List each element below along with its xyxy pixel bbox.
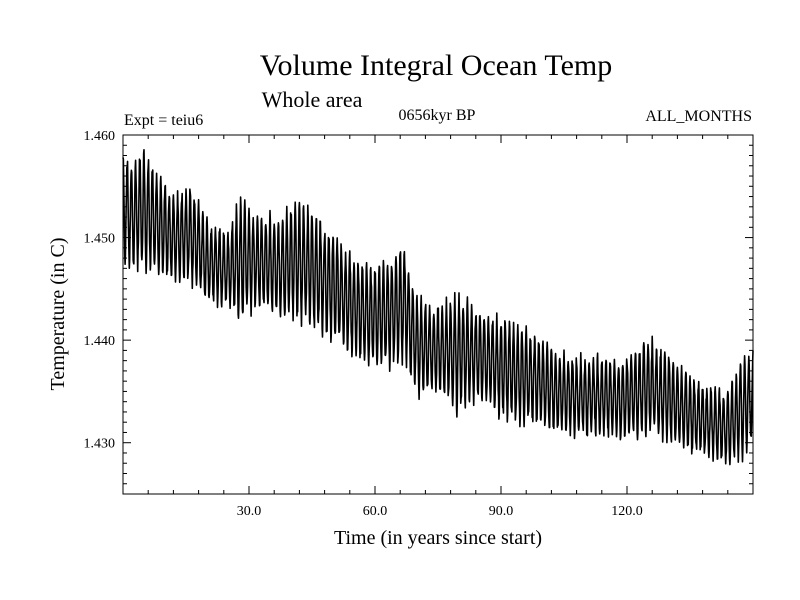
period-label: 0656kyr BP: [399, 107, 476, 124]
x-axis-ticks: 30.0 60.0 90.0 120.0: [147, 135, 729, 519]
months-label: ALL_MONTHS: [645, 108, 752, 125]
series-layer: [122, 148, 754, 466]
x-tick-label: 60.0: [363, 504, 388, 519]
chart-title: Volume Integral Ocean Temp: [260, 49, 613, 82]
y-tick-label: 1.450: [84, 232, 116, 247]
x-tick-label: 120.0: [611, 504, 643, 519]
x-axis-label: Time (in years since start): [334, 527, 542, 549]
y-axis-label: Temperature (in C): [47, 238, 69, 391]
temperature-series-line: [122, 148, 754, 466]
experiment-label: Expt = teiu6: [124, 112, 203, 129]
y-axis-ticks: 1.430 1.440 1.450 1.460: [84, 129, 753, 485]
chart-subtitle: Whole area: [262, 87, 363, 112]
x-tick-label: 30.0: [237, 504, 262, 519]
x-tick-label: 90.0: [489, 504, 514, 519]
plot-frame: [122, 134, 754, 495]
y-tick-label: 1.440: [84, 334, 116, 349]
y-tick-label: 1.430: [84, 437, 116, 452]
y-tick-label: 1.460: [84, 129, 116, 144]
